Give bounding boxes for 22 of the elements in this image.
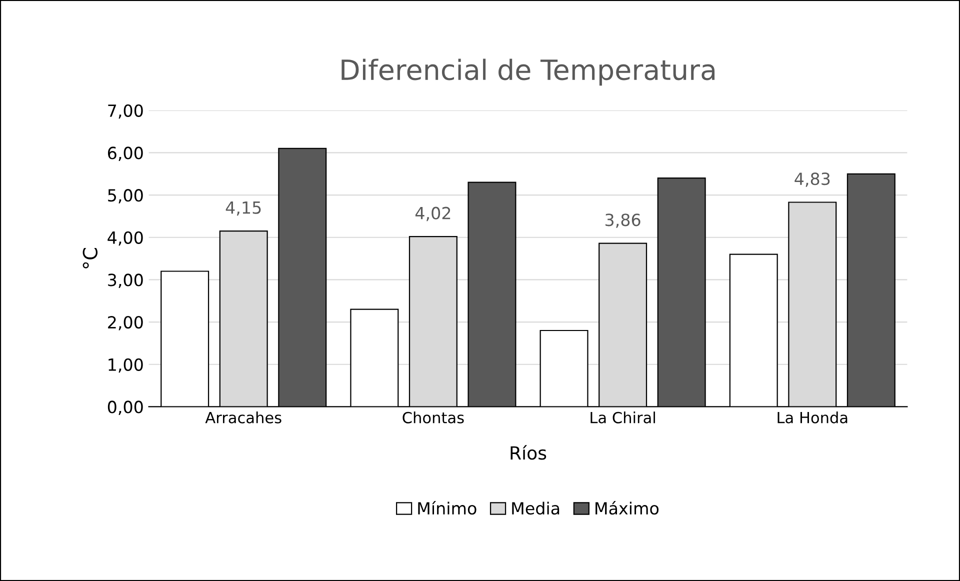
- x-tick-label: La Honda: [778, 412, 848, 424]
- data-label: 4,15: [226, 202, 261, 216]
- x-tick-label: Chontas: [402, 412, 464, 424]
- data-label: 4,83: [794, 172, 830, 187]
- x-tick-label: Arracahes: [205, 412, 282, 424]
- data-label: 3,86: [606, 214, 640, 228]
- y-axis-title: °C: [82, 248, 98, 268]
- x-tick-label: La Chiral: [590, 412, 655, 424]
- y-tick-label: 5,00: [108, 189, 143, 204]
- y-tick-label: 7,00: [108, 104, 143, 119]
- legend-label: Media: [512, 502, 560, 515]
- data-label: 4,02: [415, 206, 450, 222]
- y-tick-label: 1,00: [108, 358, 143, 373]
- legend-label: Máximo: [596, 501, 659, 515]
- y-tick-label: 2,00: [108, 316, 143, 330]
- y-tick-label: 0,00: [108, 400, 143, 415]
- x-axis-title: Ríos: [510, 445, 546, 460]
- chart-title: Diferencial de Temperatura: [342, 58, 715, 86]
- legend-label: Mínimo: [418, 501, 476, 515]
- y-tick-label: 6,00: [108, 146, 143, 161]
- y-tick-label: 3,00: [108, 274, 143, 288]
- y-tick-label: 4,00: [108, 231, 143, 246]
